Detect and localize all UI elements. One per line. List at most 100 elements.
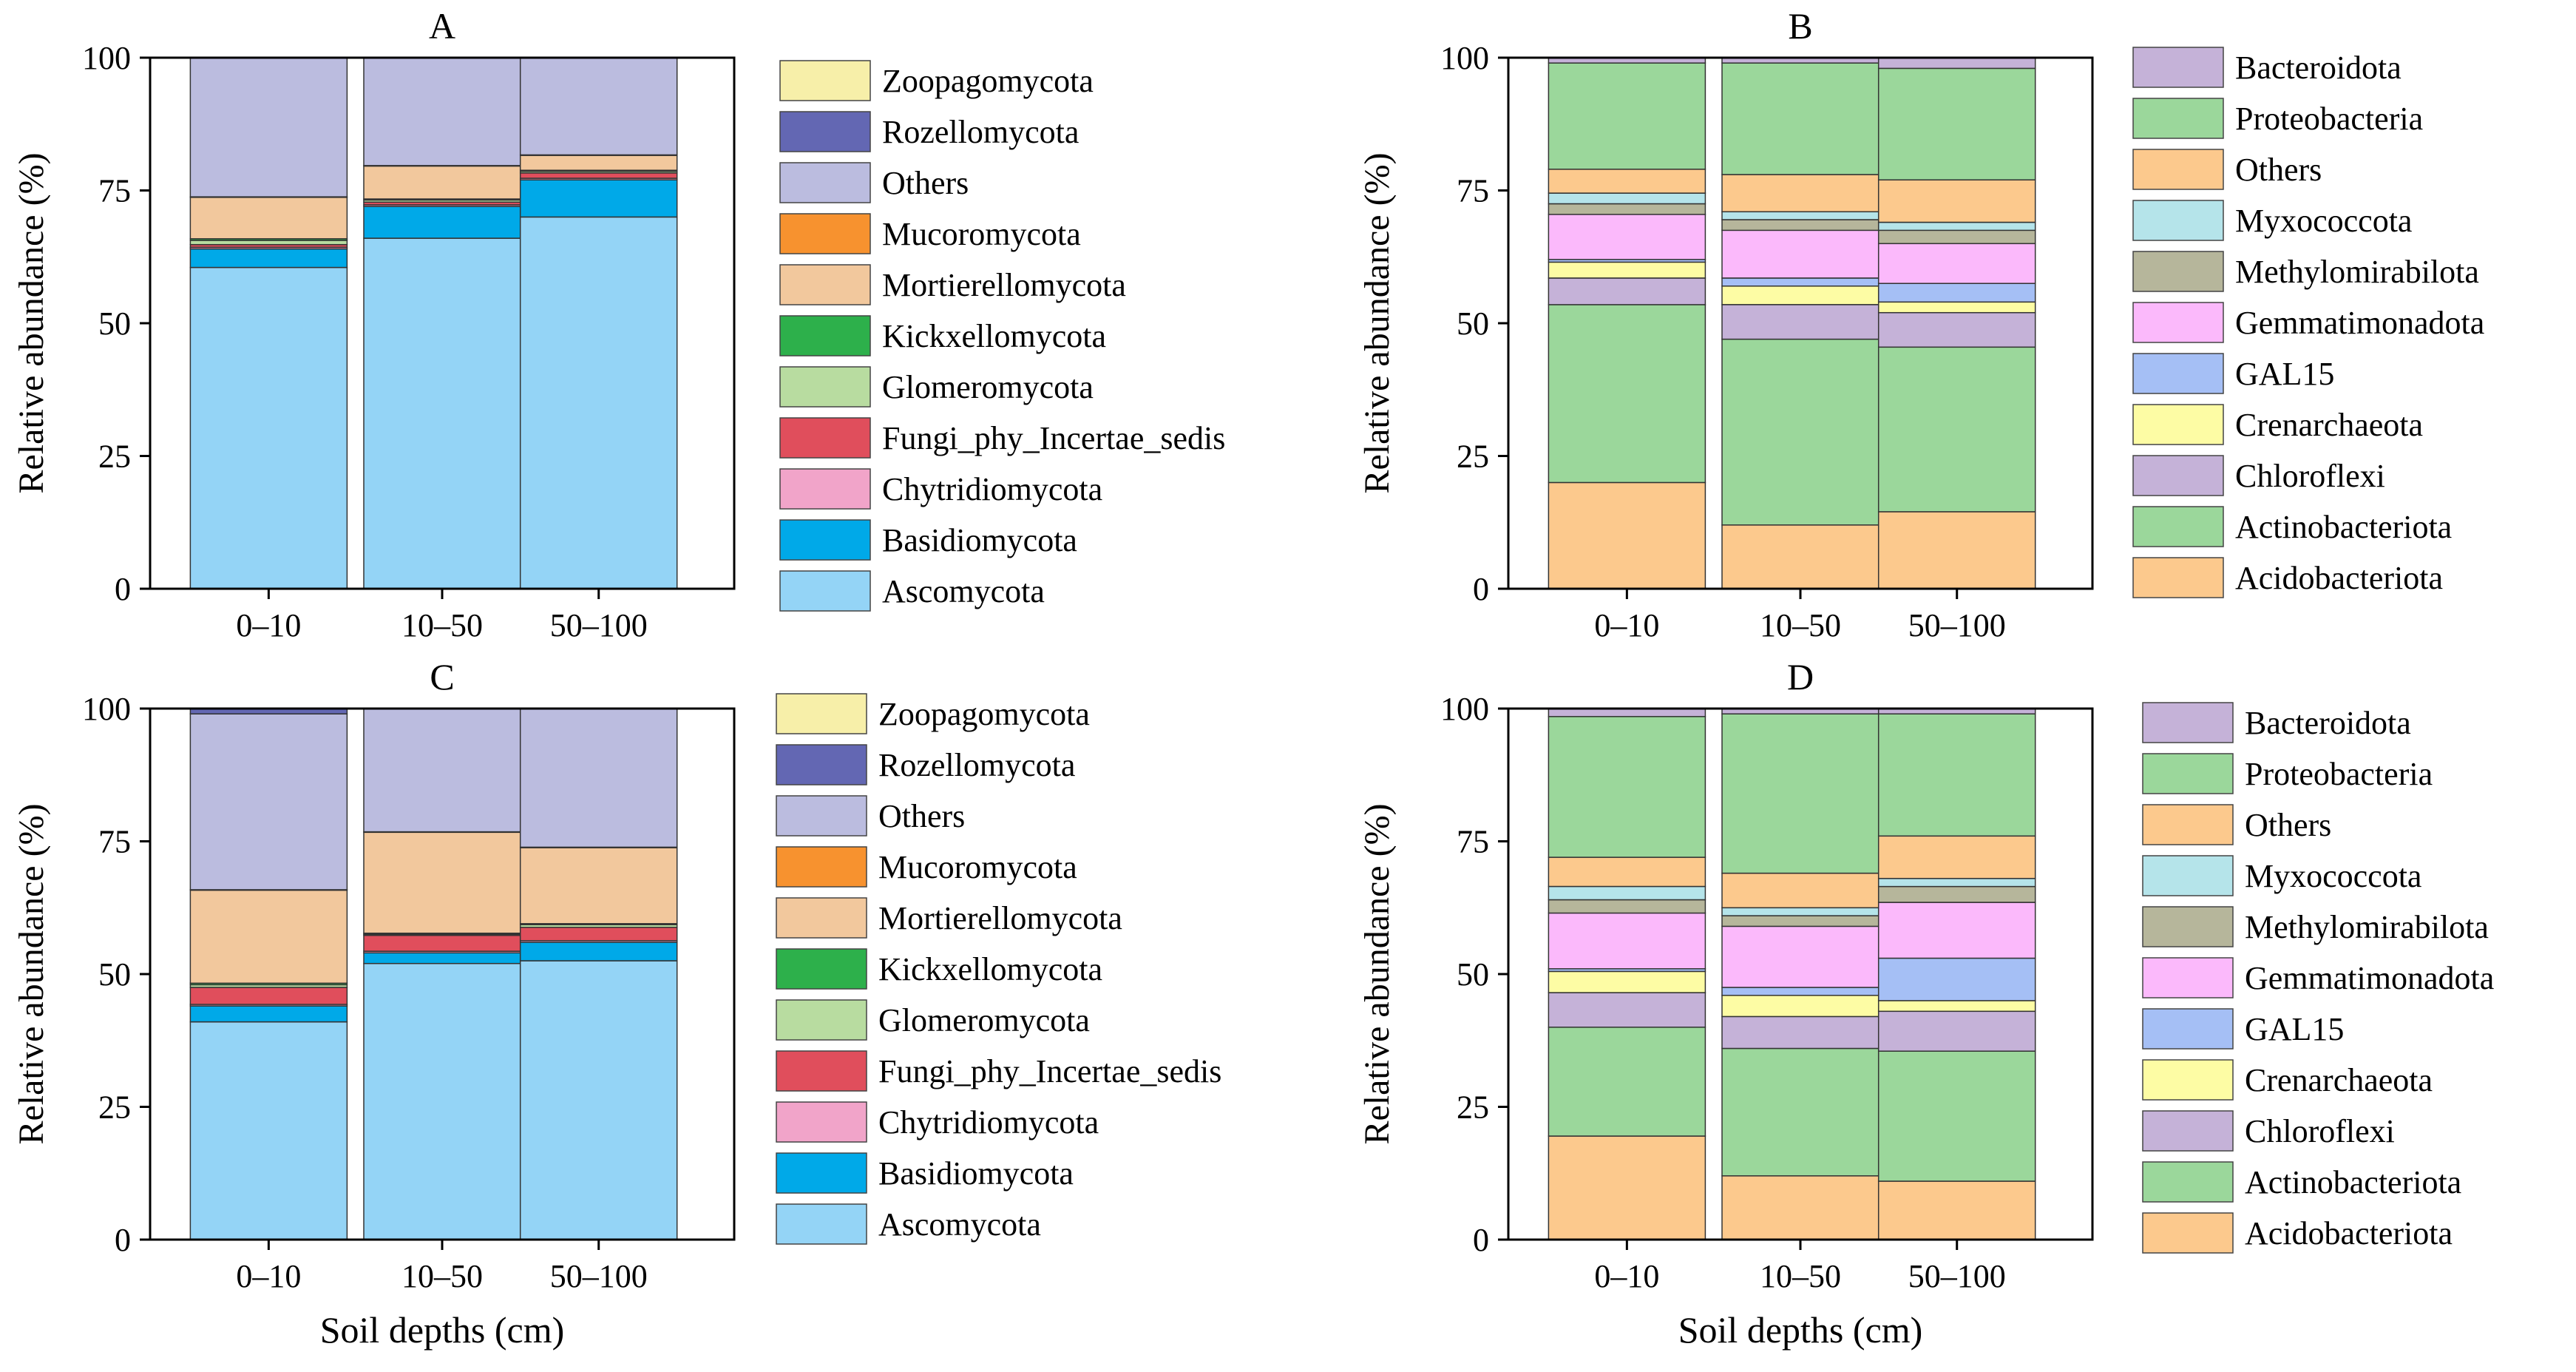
legend-swatch-chytridiomycota — [779, 468, 871, 510]
bar-segment-gal15-10-50 — [1721, 277, 1880, 287]
bar-segment-fungi-phy-incertae-sedis-10-50 — [363, 934, 521, 952]
legend-swatch-chloroflexi — [2142, 1110, 2234, 1152]
bar-segment-fungi-phy-incertae-sedis-50-100 — [519, 172, 678, 179]
legend-label-kickxellomycota: Kickxellomycota — [882, 318, 1106, 354]
panel-b-y-label: Relative abundance (%) — [1358, 152, 1397, 493]
bar-segment-others-10-50 — [363, 57, 521, 166]
bar-segment-others-0-10 — [189, 57, 348, 197]
legend-label-others: Others — [2235, 152, 2322, 188]
legend-swatch-fungi-phy-incertae-sedis — [779, 417, 871, 459]
legend-label-actinobacteriota: Actinobacteriota — [2235, 509, 2452, 545]
legend-label-zoopagomycota: Zoopagomycota — [882, 63, 1094, 99]
bar-segment-mortierellomycota-50-100 — [519, 847, 678, 925]
legend-label-methylomirabilota: Methylomirabilota — [2235, 254, 2479, 290]
bar-segment-proteobacteria-50-100 — [1877, 713, 2036, 837]
bar-segment-mortierellomycota-0-10 — [189, 889, 348, 984]
legend-swatch-mucoromycota — [779, 213, 871, 254]
panel-b-y-axis: 0 25 50 75 100 — [1440, 40, 1508, 607]
y-tick-label: 0 — [1473, 571, 1489, 607]
legend-label-acidobacteriota: Acidobacteriota — [2235, 560, 2443, 596]
bar-segment-others-50-100 — [519, 708, 678, 848]
bar-segment-proteobacteria-10-50 — [1721, 62, 1880, 175]
bar-segment-methylomirabilota-0-10 — [1548, 203, 1706, 215]
panel-a-title: A — [429, 5, 455, 47]
legend-label-proteobacteria: Proteobacteria — [2245, 756, 2433, 792]
legend-swatch-actinobacteriota — [2142, 1161, 2234, 1203]
bar-segment-methylomirabilota-0-10 — [1548, 899, 1706, 914]
panel-c-bars — [189, 708, 678, 1240]
bar-segment-actinobacteriota-10-50 — [1721, 338, 1880, 526]
legend-swatch-kickxellomycota — [779, 315, 871, 356]
legend-label-rozellomycota: Rozellomycota — [878, 747, 1075, 783]
panel-a-y-axis: 0 25 50 75 100 — [82, 40, 150, 607]
legend-label-methylomirabilota: Methylomirabilota — [2245, 909, 2489, 945]
legend-label-others: Others — [2245, 807, 2331, 843]
x-tick-label: 50–100 — [1908, 607, 2006, 643]
bar-segment-crenarchaeota-50-100 — [1877, 301, 2036, 314]
legend-swatch-kickxellomycota — [776, 948, 867, 990]
panel-d-bars — [1548, 708, 2036, 1240]
bar-segment-actinobacteriota-50-100 — [1877, 1050, 2036, 1182]
legend-swatch-gal15 — [2132, 353, 2224, 394]
y-tick-label: 75 — [98, 824, 131, 860]
y-tick-label: 25 — [1457, 1089, 1489, 1126]
panel-d-legend: Bacteroidota Proteobacteria Others Myxococc… — [2142, 702, 2494, 1254]
bar-segment-acidobacteriota-10-50 — [1721, 524, 1880, 589]
panel-c-legend: Zoopagomycota Rozellomycota Others Mucoromy… — [776, 693, 1221, 1245]
panel-c-x-label: Soil depths (cm) — [320, 1309, 565, 1351]
legend-label-fungi-phy-incertae-sedis: Fungi_phy_Incertae_sedis — [878, 1053, 1221, 1089]
bar-segment-crenarchaeota-50-100 — [1877, 1000, 2036, 1013]
legend-swatch-bacteroidota — [2142, 702, 2234, 743]
bar-segment-chloroflexi-50-100 — [1877, 311, 2036, 348]
legend-swatch-gemmatimonadota — [2142, 957, 2234, 998]
legend-label-mucoromycota: Mucoromycota — [878, 849, 1077, 885]
legend-swatch-methylomirabilota — [2142, 906, 2234, 947]
y-tick-label: 0 — [115, 1222, 131, 1258]
bar-segment-methylomirabilota-50-100 — [1877, 229, 2036, 245]
legend-swatch-mortierellomycota — [776, 897, 867, 939]
legend-label-bacteroidota: Bacteroidota — [2235, 50, 2402, 86]
bar-segment-mortierellomycota-50-100 — [519, 155, 678, 171]
bar-segment-myxococcota-10-50 — [1721, 211, 1880, 220]
legend-label-gal15: GAL15 — [2235, 356, 2334, 392]
legend-label-fungi-phy-incertae-sedis: Fungi_phy_Incertae_sedis — [882, 420, 1225, 456]
legend-swatch-acidobacteriota — [2132, 557, 2224, 598]
bar-segment-mortierellomycota-10-50 — [363, 831, 521, 934]
legend-label-zoopagomycota: Zoopagomycota — [878, 696, 1090, 732]
panel-c-x-axis: 0–10 10–50 50–100 — [236, 1240, 648, 1294]
bar-segment-others-10-50 — [1721, 872, 1880, 909]
panel-b-title: B — [1788, 5, 1812, 47]
x-tick-label: 50–100 — [550, 607, 648, 643]
legend-swatch-chytridiomycota — [776, 1101, 867, 1143]
legend-swatch-bacteroidota — [2132, 47, 2224, 88]
y-tick-label: 100 — [1440, 40, 1489, 76]
bar-segment-basidiomycota-0-10 — [189, 248, 348, 268]
panel-d-y-label: Relative abundance (%) — [1358, 803, 1397, 1144]
bar-segment-acidobacteriota-0-10 — [1548, 1135, 1706, 1240]
bar-segment-myxococcota-10-50 — [1721, 907, 1880, 916]
y-tick-label: 75 — [1457, 824, 1489, 860]
y-tick-label: 25 — [1457, 439, 1489, 475]
y-tick-label: 100 — [82, 40, 131, 76]
legend-label-chloroflexi: Chloroflexi — [2245, 1113, 2395, 1149]
bar-segment-actinobacteriota-10-50 — [1721, 1047, 1880, 1177]
legend-label-acidobacteriota: Acidobacteriota — [2245, 1215, 2453, 1251]
legend-label-basidiomycota: Basidiomycota — [882, 522, 1077, 558]
bar-segment-crenarchaeota-10-50 — [1721, 285, 1880, 305]
legend-label-ascomycota: Ascomycota — [878, 1206, 1041, 1243]
legend-label-ascomycota: Ascomycota — [882, 573, 1045, 609]
panel-c-title: C — [430, 656, 454, 697]
bar-segment-others-0-10 — [189, 713, 348, 891]
panel-d-y-axis: 0 25 50 75 100 — [1440, 691, 1508, 1258]
legend-label-chytridiomycota: Chytridiomycota — [882, 471, 1102, 507]
legend-swatch-glomeromycota — [779, 366, 871, 408]
y-tick-label: 0 — [115, 571, 131, 607]
legend-label-gal15: GAL15 — [2245, 1011, 2344, 1047]
y-tick-label: 100 — [82, 691, 131, 727]
legend-swatch-myxococcota — [2142, 855, 2234, 896]
bar-segment-gemmatimonadota-10-50 — [1721, 925, 1880, 988]
x-tick-label: 50–100 — [1908, 1258, 2006, 1294]
legend-swatch-acidobacteriota — [2142, 1212, 2234, 1254]
x-tick-label: 0–10 — [1594, 1258, 1659, 1294]
bar-segment-gal15-50-100 — [1877, 283, 2036, 303]
